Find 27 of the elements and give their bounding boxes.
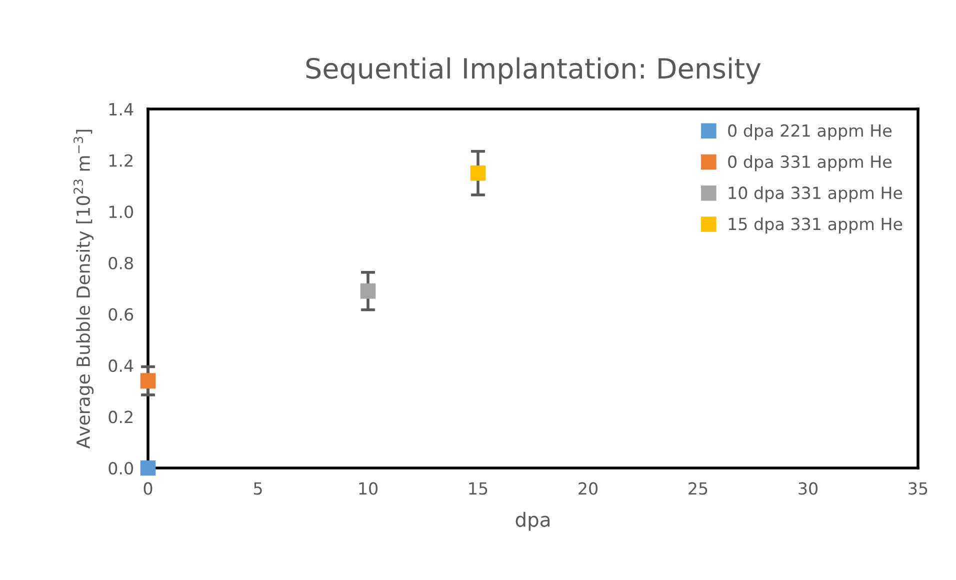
legend-label: 0 dpa 221 appm He bbox=[728, 124, 892, 140]
x-axis-title: dpa bbox=[516, 512, 550, 531]
x-tick-label: 15 bbox=[469, 482, 488, 495]
legend-label: 0 dpa 331 appm He bbox=[728, 155, 892, 172]
y-tick-label: 0.4 bbox=[108, 359, 134, 372]
y-tick-label: 0.8 bbox=[108, 256, 133, 270]
point bbox=[360, 283, 376, 299]
y-tick-label: 1.0 bbox=[109, 206, 134, 218]
x-tick-label: 35 bbox=[908, 482, 928, 495]
x-tick-label: 25 bbox=[688, 482, 708, 495]
y-tick-label: 1.2 bbox=[109, 154, 132, 167]
y-tick-label: 0.2 bbox=[108, 410, 132, 424]
y-tick-label: 1.4 bbox=[109, 103, 134, 116]
legend-label: 10 dpa 331 appm He bbox=[728, 186, 902, 202]
legend-label: 15 dpa 331 appm He bbox=[728, 217, 902, 234]
point bbox=[140, 460, 156, 476]
x-tick-label: 20 bbox=[578, 482, 598, 495]
y-tick-label: 0.6 bbox=[108, 308, 134, 321]
x-tick-label: 0 bbox=[144, 482, 152, 495]
point bbox=[140, 373, 156, 388]
y-axis-title: Average Bubble Density [10$^{23}$ m$^{−3}$] bbox=[73, 130, 94, 449]
chart-title: Sequential Implantation: Density bbox=[306, 57, 761, 84]
x-tick-label: 10 bbox=[359, 482, 378, 495]
x-tick-label: 30 bbox=[798, 482, 818, 495]
x-tick-label: 5 bbox=[254, 482, 262, 495]
point bbox=[470, 165, 486, 181]
y-tick-label: 0.0 bbox=[108, 462, 134, 475]
